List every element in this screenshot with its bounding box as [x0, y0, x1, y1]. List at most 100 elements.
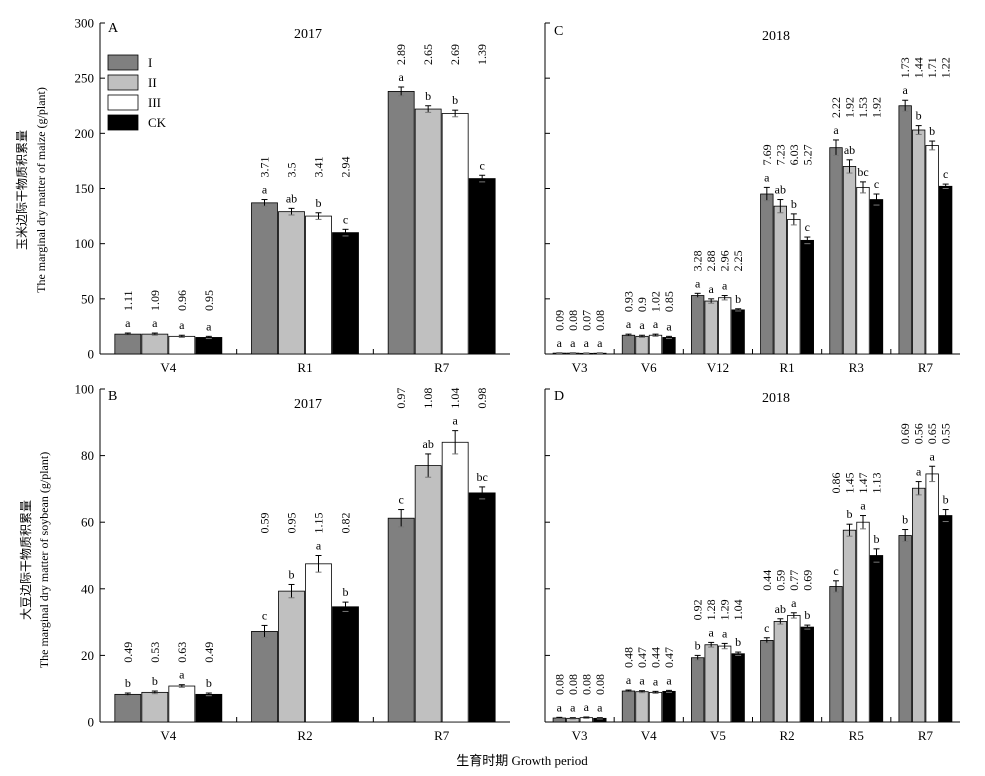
y-tick-label: 100	[75, 236, 95, 251]
significance-letter: a	[791, 596, 797, 610]
ratio-label: 0.44	[760, 570, 774, 591]
bar-III-R1	[305, 215, 332, 355]
bar-I-V4	[114, 333, 142, 355]
ratio-label: 0.47	[635, 647, 649, 668]
significance-letter: a	[125, 316, 131, 330]
ratio-label: 3.41	[312, 157, 326, 178]
significance-letter: c	[399, 493, 404, 507]
significance-letter: ab	[844, 143, 855, 157]
ratio-label: 2.89	[394, 44, 408, 65]
significance-letter: b	[425, 89, 431, 103]
bar-CK-R7	[939, 185, 953, 355]
significance-letter: c	[343, 212, 348, 226]
significance-letter: b	[152, 674, 158, 688]
bar-I-R7	[387, 517, 415, 723]
y-tick-label: 200	[75, 126, 95, 141]
x-tick-label: V4	[160, 360, 176, 375]
ratio-label: 0.48	[622, 647, 636, 668]
bar-I-V5	[691, 657, 705, 723]
bar-CK-R5	[869, 555, 884, 723]
legend-swatch-I	[107, 54, 139, 71]
legend-label: III	[148, 95, 161, 110]
panel-title-c: 2018	[762, 29, 790, 44]
bar-III-R5	[856, 521, 870, 723]
bar-II-R7	[414, 465, 442, 723]
y-tick-label: 0	[88, 715, 95, 730]
significance-letter: a	[206, 319, 212, 333]
y-tick-label: 0	[88, 347, 95, 362]
bar-III-R3	[856, 186, 870, 355]
ratio-label: 0.95	[285, 513, 299, 534]
significance-letter: ab	[775, 602, 786, 616]
x-tick-label: R7	[918, 728, 934, 743]
x-tick-label: R5	[849, 728, 864, 743]
x-tick-label: V6	[641, 360, 657, 375]
significance-letter: c	[943, 167, 948, 181]
bar-III-R7	[441, 113, 469, 355]
bar-II-R3	[842, 166, 857, 355]
bar-III-V4	[168, 335, 196, 355]
y-tick-label: 60	[81, 515, 94, 530]
x-tick-label: V4	[160, 728, 176, 743]
significance-letter: b	[943, 493, 949, 507]
significance-letter: b	[735, 635, 741, 649]
significance-letter: a	[584, 336, 590, 350]
bar-II-V6	[635, 335, 649, 355]
bar-III-R7	[441, 441, 469, 723]
panel-title-a: 2017	[294, 27, 322, 42]
significance-letter: c	[262, 608, 267, 622]
significance-letter: a	[764, 170, 770, 184]
ratio-label: 2.69	[448, 44, 462, 65]
panel-label-b: B	[108, 389, 117, 404]
significance-letter: b	[902, 513, 908, 527]
significance-letter: a	[152, 316, 158, 330]
bar-CK-V5	[731, 653, 745, 723]
bar-III-V4	[648, 691, 663, 723]
ratio-label: 1.04	[448, 388, 462, 409]
significance-letter: b	[206, 676, 212, 690]
ratio-label: 0.77	[787, 570, 801, 591]
bar-CK-R7	[939, 515, 953, 723]
bar-III-R1	[787, 218, 801, 355]
ratio-label: 0.95	[202, 290, 216, 311]
bar-III-R2	[787, 615, 801, 723]
ratio-label: 2.96	[718, 250, 732, 271]
significance-letter: c	[764, 621, 769, 635]
bar-II-V12	[704, 300, 718, 355]
y-tick-label: 250	[75, 71, 95, 86]
ratio-label: 1.29	[718, 599, 732, 620]
bar-I-R2	[251, 631, 278, 723]
ratio-label: 0.96	[175, 290, 189, 311]
significance-letter: a	[930, 449, 936, 463]
significance-letter: a	[903, 83, 909, 97]
significance-letter: a	[626, 673, 632, 687]
bar-III-R2	[305, 563, 332, 723]
significance-letter: a	[584, 700, 590, 714]
bar-III-V4	[168, 685, 196, 723]
significance-letter: b	[916, 109, 922, 123]
x-tick-label: R3	[849, 360, 864, 375]
bar-CK-R2	[332, 606, 359, 723]
bar-II-R7	[414, 108, 442, 355]
panel-label-d: D	[554, 389, 564, 404]
significance-letter: a	[597, 336, 603, 350]
bar-II-R7	[912, 129, 926, 355]
bar-I-V6	[621, 334, 636, 355]
ratio-label: 2.22	[829, 97, 843, 118]
bar-CK-R3	[869, 199, 884, 355]
bar-CK-V4	[195, 693, 223, 723]
x-axis-title: 生育时期 Growth period	[456, 753, 588, 768]
bar-II-V4	[141, 333, 169, 355]
ratio-label: 1.22	[939, 57, 953, 78]
ratio-label: 0.47	[662, 647, 676, 668]
bar-I-R1	[251, 202, 278, 355]
significance-letter: b	[874, 532, 880, 546]
ratio-label: 0.53	[148, 642, 162, 663]
ratio-label: 0.08	[566, 674, 580, 695]
x-tick-label: R7	[434, 728, 450, 743]
bar-I-V4	[114, 693, 142, 723]
ratio-label: 1.71	[925, 57, 939, 78]
panel-label-c: C	[554, 24, 563, 39]
x-tick-label: V4	[641, 728, 657, 743]
